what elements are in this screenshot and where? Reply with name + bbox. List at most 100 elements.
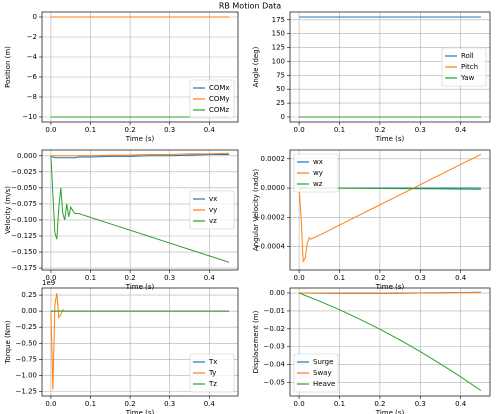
x-axis-label: Time (s) [125, 283, 155, 291]
subplot: 0.0 0.1 0.2 0.3 0.4 0 −2 −4 −6 −8 −10 Time (s) Posit… [4, 11, 239, 143]
y-tick-label: 25 [276, 99, 285, 107]
axes-frame [289, 287, 491, 397]
axes-frame [41, 11, 239, 123]
legend-label: wx [313, 158, 323, 166]
x-tick-label: 0.4 [204, 126, 216, 134]
subplot: 0.0 0.1 0.2 0.3 0.4 0.000 −0.025 −0.050 −0.075 −0… [4, 149, 239, 291]
x-tick-label: 0.2 [125, 126, 136, 134]
x-tick-label: 0.3 [164, 274, 175, 282]
y-tick-label: −0.125 [11, 232, 37, 240]
legend: Tx Ty Tz [189, 353, 235, 393]
x-tick-label: 0.1 [85, 126, 96, 134]
y-tick-label: −0.01 [264, 307, 285, 315]
y-axis-label: Velocity (m/s) [4, 186, 12, 234]
legend-label: Tx [208, 358, 217, 366]
y-tick-label: −2 [27, 33, 37, 41]
x-tick-label: 0.2 [125, 400, 136, 408]
legend-label: COMz [209, 106, 229, 114]
y-tick-label: 175 [272, 16, 285, 24]
y-tick-label: 0.00 [269, 289, 285, 297]
y-tick-label: −0.75 [16, 355, 37, 363]
y-tick-label: 0.000 [17, 152, 37, 160]
x-tick-label: 0.1 [334, 274, 345, 282]
x-tick-label: 0.4 [455, 400, 467, 408]
legend: vx vy vz [189, 190, 235, 230]
legend: Roll Pitch Yaw [441, 47, 487, 87]
x-axis-label: Time (s) [125, 409, 155, 414]
axes-frame [41, 149, 239, 271]
x-tick-label: 0.2 [374, 274, 385, 282]
legend-label: vy [209, 206, 217, 214]
axes-frame [41, 287, 239, 397]
legend-frame [293, 153, 339, 193]
y-axis-label: Angular Velocity (rad/s) [252, 169, 260, 251]
x-tick-label: 0.0 [45, 126, 56, 134]
y-tick-label: −10 [22, 113, 37, 121]
y-tick-label: −0.50 [16, 339, 37, 347]
y-axis-label: Position (m) [4, 46, 12, 88]
x-tick-label: 0.0 [294, 400, 305, 408]
x-tick-label: 0.3 [164, 126, 175, 134]
y-tick-label: −1.00 [16, 371, 37, 379]
y-tick-label: 125 [272, 44, 285, 52]
y-tick-label: −8 [27, 93, 37, 101]
x-tick-label: 0.2 [125, 274, 136, 282]
data-line [299, 291, 481, 294]
y-tick-label: 75 [276, 71, 285, 79]
legend-label: vz [209, 217, 217, 225]
subplot: 0.0 0.1 0.2 0.3 0.4 0.25 0.00 −0.25 −0.50 −0.75 −1… [4, 279, 239, 414]
x-tick-label: 0.1 [334, 400, 345, 408]
data-line [50, 152, 230, 157]
legend: Surge Sway Heave [293, 353, 339, 393]
x-tick-label: 0.0 [45, 274, 56, 282]
legend-label: Heave [313, 380, 335, 388]
y-tick-label: 150 [272, 30, 285, 38]
y-tick-label: −0.02 [264, 325, 285, 333]
offset-text: 1e9 [42, 279, 55, 287]
y-tick-label: −0.100 [11, 216, 37, 224]
x-tick-label: 0.3 [164, 400, 175, 408]
y-tick-label: −6 [27, 73, 38, 81]
y-tick-label: 50 [276, 85, 285, 93]
legend-frame [189, 79, 235, 119]
x-axis-label: Time (s) [375, 135, 405, 143]
x-tick-label: 0.3 [415, 126, 426, 134]
legend-label: Roll [461, 52, 474, 60]
legend-label: Ty [208, 369, 216, 377]
y-tick-label: −0.0004 [255, 243, 286, 251]
y-tick-label: 0.00 [21, 307, 37, 315]
x-tick-label: 0.4 [455, 126, 467, 134]
x-tick-label: 0.1 [85, 274, 96, 282]
y-tick-label: 100 [272, 57, 285, 65]
y-tick-label: −0.175 [11, 264, 37, 272]
legend-label: vx [209, 195, 217, 203]
y-tick-label: 0.0002 [261, 155, 286, 163]
x-tick-label: 0.0 [45, 400, 56, 408]
data-line [298, 153, 482, 263]
data-line [50, 153, 230, 159]
y-axis-label: Displacement (m) [252, 310, 260, 373]
y-tick-label: −0.150 [11, 248, 37, 256]
y-tick-label: −0.025 [11, 168, 37, 176]
x-axis-label: Time (s) [375, 283, 405, 291]
legend: wx wy wz [293, 153, 339, 193]
x-axis-label: Time (s) [375, 409, 405, 414]
x-tick-label: 0.1 [85, 400, 96, 408]
x-tick-label: 0.4 [204, 400, 216, 408]
x-tick-label: 0.0 [294, 274, 305, 282]
y-axis-label: Angle (deg) [252, 46, 260, 87]
subplot: 0.0 0.1 0.2 0.3 0.4 0.0002 0.0000 −0.0002 −0.000… [252, 149, 491, 291]
x-axis-label: Time (s) [125, 135, 155, 143]
subplot: 0.0 0.1 0.2 0.3 0.4 0.00 −0.01 −0.02 −0.03 −0.04 −… [252, 287, 491, 414]
y-tick-label: −4 [27, 53, 38, 61]
y-tick-label: −0.05 [264, 379, 285, 387]
x-tick-label: 0.3 [415, 400, 426, 408]
data-line [50, 155, 230, 263]
y-tick-label: −0.04 [264, 361, 286, 369]
axes-frame [289, 149, 491, 271]
y-tick-label: 0.0000 [261, 184, 286, 192]
legend-frame [189, 353, 235, 393]
y-tick-label: −1.25 [16, 388, 37, 396]
x-tick-label: 0.2 [374, 126, 385, 134]
